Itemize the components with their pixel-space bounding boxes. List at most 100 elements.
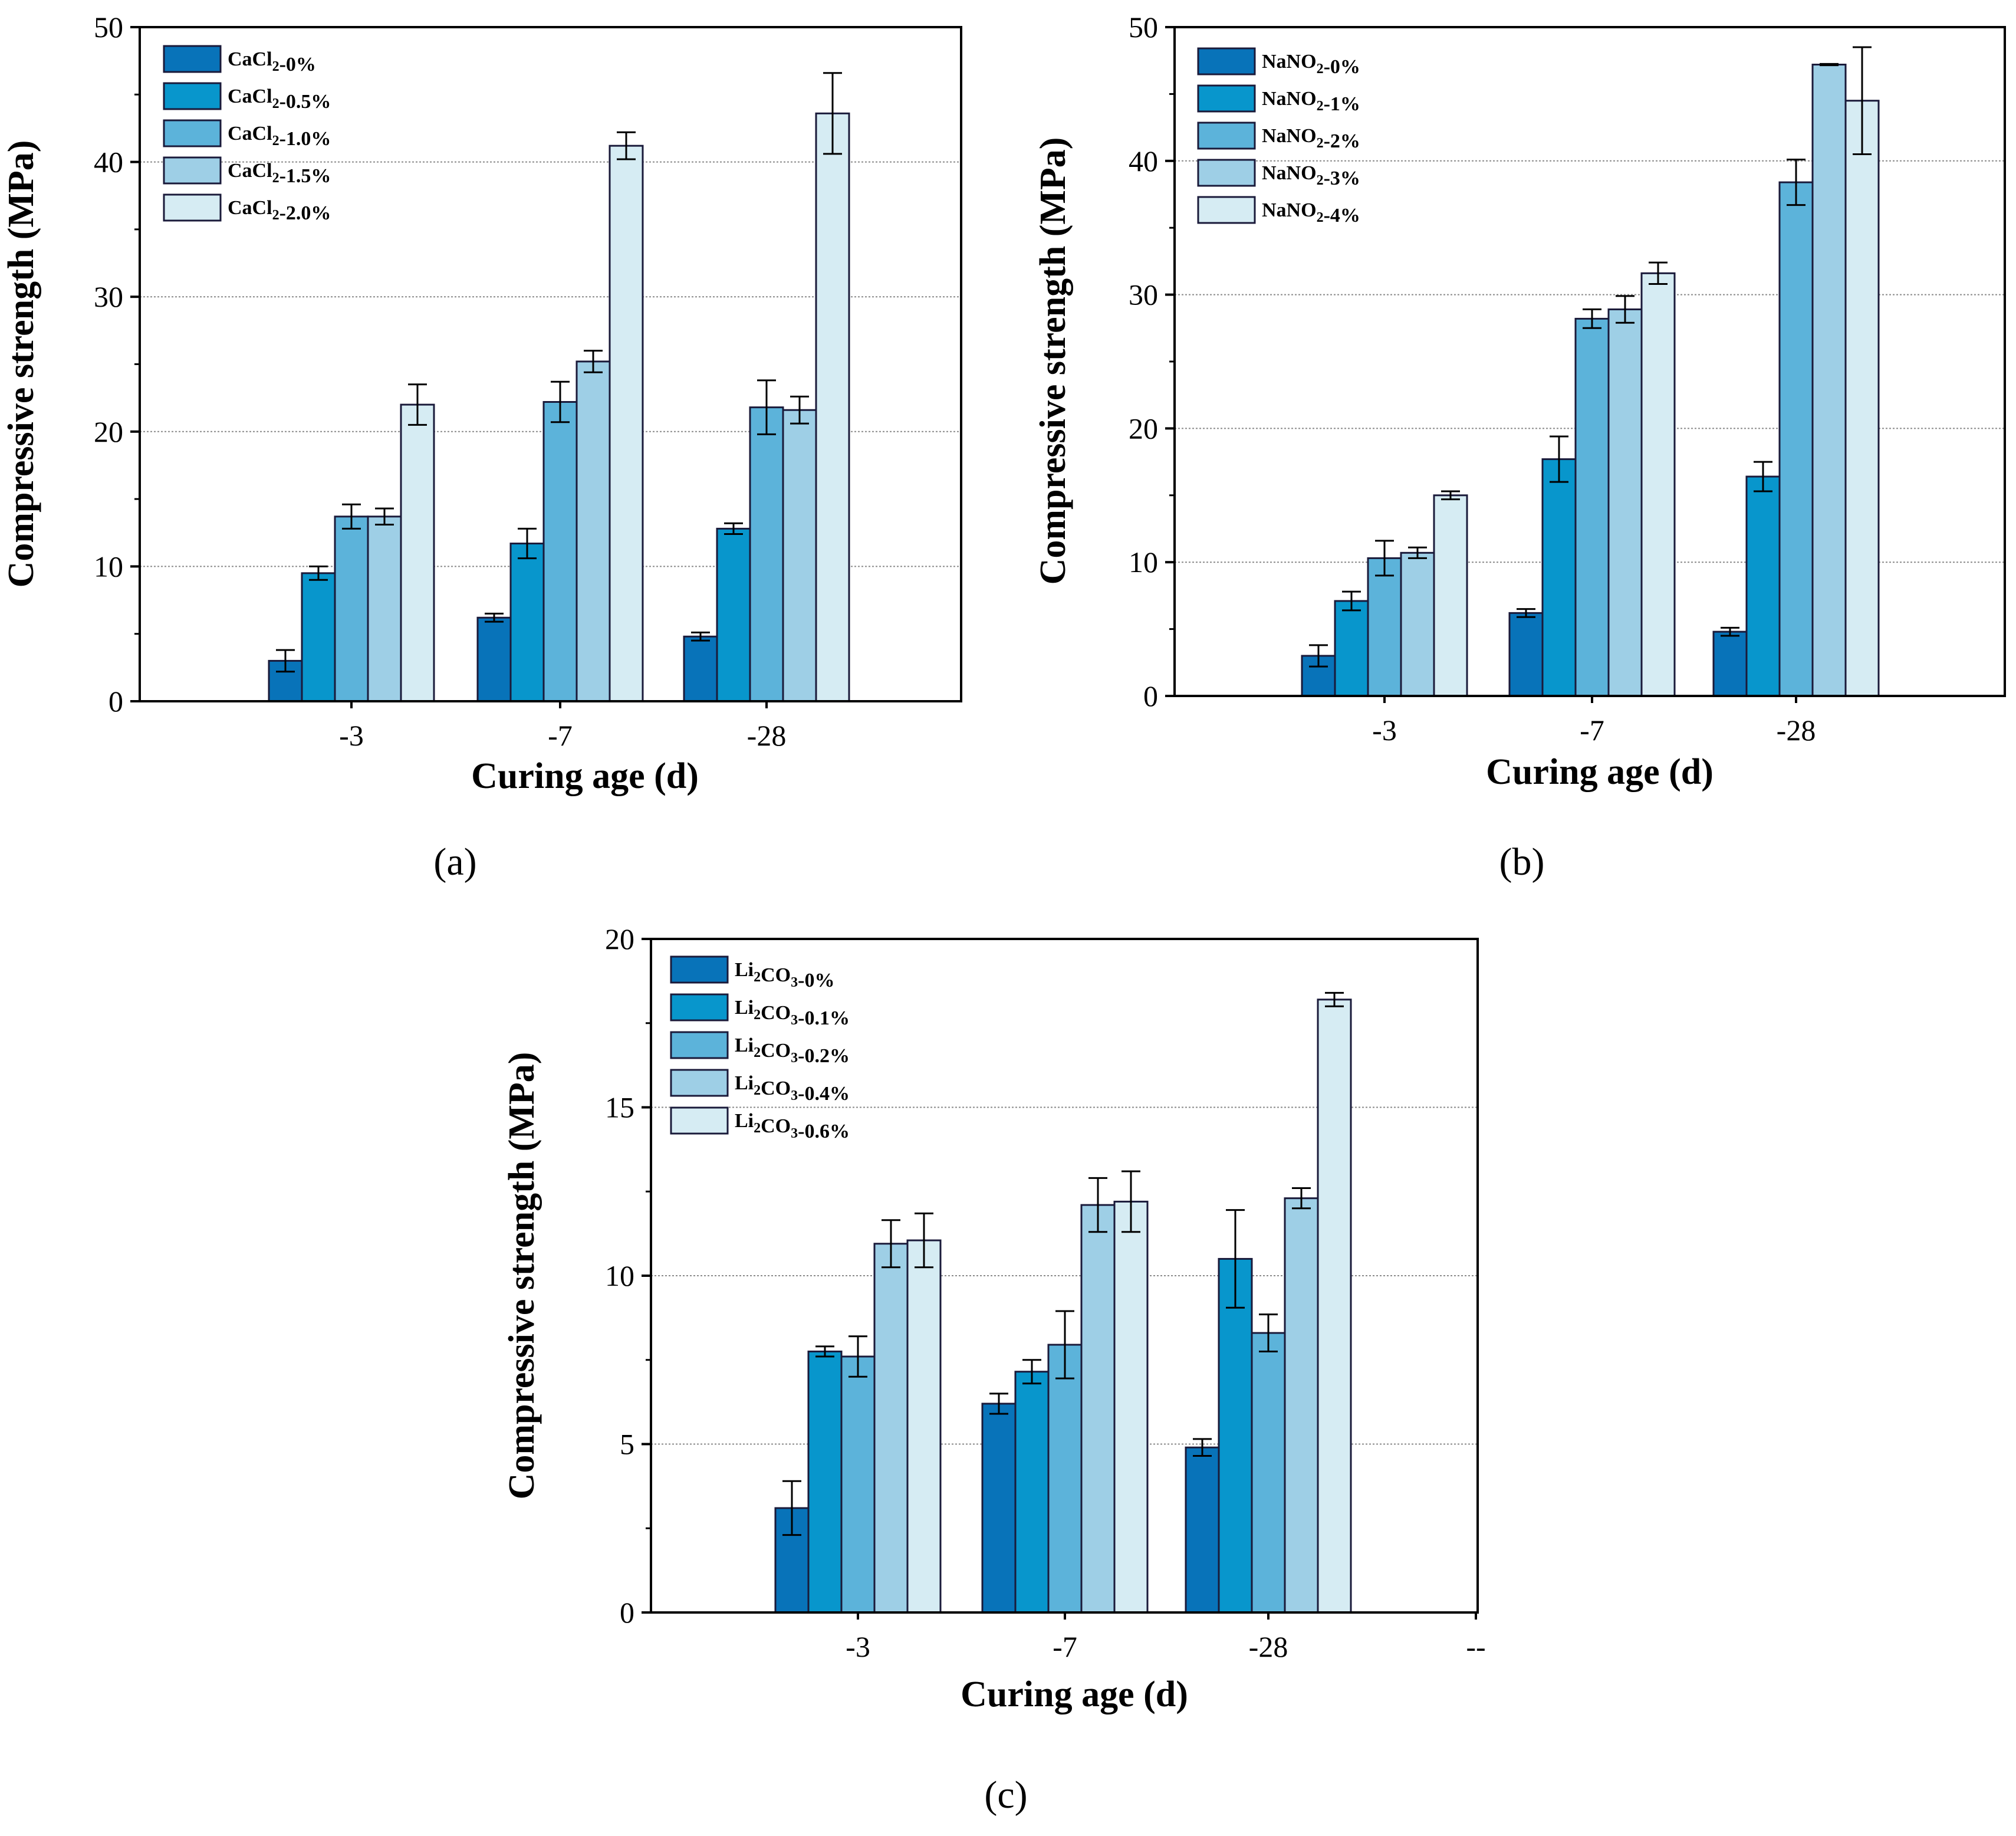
- panel-caption: (a): [433, 840, 476, 883]
- error-bar: [1550, 435, 1568, 483]
- legend-label: CaCl2-1.0%: [228, 123, 331, 150]
- bar: [1712, 630, 1748, 697]
- chart-panel-b: 0 10 20 30 40 50 -3 -7 -28 Curing age (d) Compress…: [1033, 11, 2006, 883]
- bar: [1014, 1371, 1050, 1614]
- error-bar: [724, 522, 743, 536]
- x-tick-label: --: [1466, 1630, 1485, 1663]
- error-bar: [1193, 1438, 1212, 1457]
- y-tick-label: 40: [1129, 144, 1158, 178]
- bar: [1317, 999, 1352, 1614]
- x-tick-label: -28: [747, 719, 787, 752]
- bar: [1400, 551, 1435, 697]
- error-bar: [1754, 461, 1772, 492]
- legend-swatch: [163, 119, 222, 147]
- error-bar: [1309, 644, 1328, 668]
- bar: [334, 515, 369, 702]
- error-bar: [849, 1335, 867, 1378]
- panel-caption: (b): [1499, 840, 1545, 883]
- legend-swatch: [670, 993, 729, 1022]
- bar: [981, 1403, 1017, 1614]
- bar: [1251, 1332, 1286, 1614]
- bar: [906, 1239, 942, 1614]
- error-bar: [1649, 261, 1668, 285]
- bar: [509, 543, 545, 702]
- bar: [807, 1350, 843, 1614]
- y-tick-label: 30: [94, 280, 123, 313]
- bar: [476, 616, 512, 702]
- x-axis-title: Curing age (d): [1486, 752, 1714, 792]
- y-tick-label: 10: [94, 550, 123, 583]
- error-bar: [1441, 490, 1460, 501]
- legend-swatch: [670, 955, 729, 984]
- y-tick-label: 5: [620, 1428, 634, 1461]
- bar: [1811, 64, 1847, 697]
- y-tick-label: 30: [1129, 278, 1158, 311]
- bar: [873, 1243, 909, 1614]
- legend: CaCl2-0% CaCl2-0.5% CaCl2-1.0% CaCl2-1.5% Ca…: [163, 45, 331, 224]
- legend-swatch: [163, 82, 222, 110]
- bar: [1745, 475, 1781, 697]
- error-bar: [408, 383, 427, 426]
- error-bar: [1787, 159, 1805, 206]
- bar: [1284, 1197, 1319, 1614]
- error-bar: [790, 395, 809, 425]
- error-bar: [1292, 1187, 1311, 1210]
- error-bar: [882, 1219, 900, 1269]
- y-tick-label: 20: [94, 415, 123, 448]
- bar: [609, 144, 644, 702]
- error-bar: [584, 350, 603, 373]
- bar: [1778, 181, 1814, 697]
- legend-swatch: [670, 1069, 729, 1097]
- legend-label: Li2CO3-0.2%: [735, 1034, 850, 1067]
- legend-swatch: [670, 1106, 729, 1135]
- legend-label: NaNO2-3%: [1262, 162, 1360, 189]
- bar: [301, 572, 336, 702]
- error-bar: [1022, 1359, 1041, 1385]
- error-bar: [1259, 1313, 1278, 1352]
- bar: [542, 401, 578, 702]
- error-bar: [375, 507, 394, 526]
- legend-label: Li2CO3-0.1%: [735, 997, 850, 1029]
- error-bar: [1342, 590, 1361, 612]
- legend-label: CaCl2-0.5%: [228, 86, 331, 113]
- bar: [1367, 557, 1402, 697]
- error-bar: [691, 631, 710, 642]
- y-tick-label: 50: [1129, 11, 1158, 44]
- legend: Li2CO3-0% Li2CO3-0.1% Li2CO3-0.2% Li2CO3-0.…: [670, 955, 850, 1142]
- x-tick-label: -7: [1580, 714, 1604, 747]
- bar: [1541, 458, 1577, 697]
- bar: [1607, 308, 1643, 697]
- y-tick-label: 10: [605, 1259, 634, 1292]
- x-tick-label: -28: [1249, 1630, 1288, 1663]
- error-bar: [485, 612, 504, 623]
- legend-label: CaCl2-2.0%: [228, 197, 331, 224]
- error-bar: [823, 72, 842, 155]
- bar: [840, 1355, 876, 1614]
- error-bar: [1616, 295, 1634, 324]
- x-tick-label: -3: [339, 719, 364, 752]
- y-tick-label: 15: [605, 1091, 634, 1124]
- bar: [367, 515, 402, 702]
- error-bar: [782, 1480, 801, 1536]
- legend: NaNO2-0% NaNO2-1% NaNO2-2% NaNO2-3% NaNO2-4%: [1197, 47, 1360, 226]
- y-axis-title: Compressive strength (MPa): [1, 140, 41, 588]
- error-bar: [1583, 308, 1601, 329]
- x-tick-label: -7: [1053, 1630, 1077, 1663]
- error-bar: [1820, 63, 1839, 67]
- y-tick-label: 40: [94, 146, 123, 179]
- legend-swatch: [1197, 47, 1256, 75]
- error-bar: [1375, 540, 1394, 577]
- bar: [683, 635, 718, 702]
- bar: [1508, 612, 1544, 697]
- error-bar: [1122, 1170, 1140, 1233]
- chart-panel-c: 0 5 10 15 20 -3 -7 -28 -- Curing age (d) Compressi…: [502, 922, 1486, 1817]
- legend-label: NaNO2-0%: [1262, 51, 1360, 78]
- legend-swatch: [1197, 196, 1256, 224]
- error-bar: [518, 527, 537, 560]
- y-axis-title: Compressive strength (MPa): [1033, 137, 1073, 585]
- y-tick-label: 0: [620, 1596, 634, 1629]
- y-tick-label: 0: [108, 685, 123, 718]
- x-axis-title: Curing age (d): [471, 756, 699, 796]
- error-bar: [551, 380, 570, 423]
